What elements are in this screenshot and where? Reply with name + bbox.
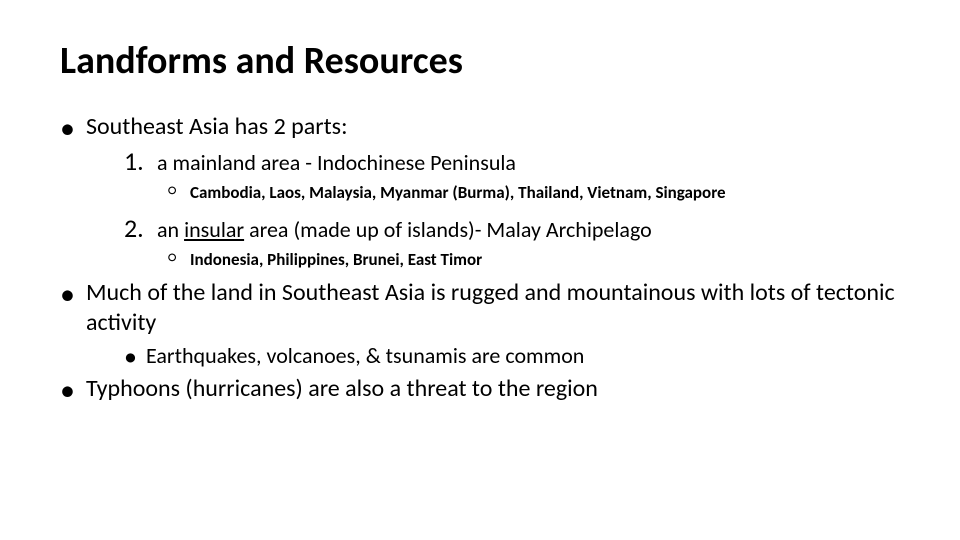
item-number: 2. bbox=[124, 211, 152, 246]
slide: Landforms and Resources Southeast Asia h… bbox=[0, 0, 960, 438]
item-text: a mainland area - Indochinese Peninsula bbox=[157, 149, 516, 176]
item-number: 1. bbox=[124, 144, 152, 179]
slide-title: Landforms and Resources bbox=[60, 38, 900, 84]
numbered-item: 1. a mainland area - Indochinese Peninsu… bbox=[124, 144, 900, 205]
circle-item: Indonesia, Philippines, Brunei, East Tim… bbox=[168, 248, 900, 272]
bullet-item: Typhoons (hurricanes) are also a threat … bbox=[60, 374, 900, 404]
bullet-item: Much of the land in Southeast Asia is ru… bbox=[60, 278, 900, 371]
numbered-item: 2. an insular area (made up of islands)-… bbox=[124, 211, 900, 272]
numbered-list: 1. a mainland area - Indochinese Peninsu… bbox=[124, 144, 900, 272]
circle-list: Cambodia, Laos, Malaysia, Myanmar (Burma… bbox=[168, 181, 900, 205]
sub-bullet-list: Earthquakes, volcanoes, & tsunamis are c… bbox=[124, 342, 900, 371]
bullet-text: Much of the land in Southeast Asia is ru… bbox=[86, 278, 895, 337]
bullet-text: Typhoons (hurricanes) are also a threat … bbox=[86, 374, 598, 403]
bullet-item: Southeast Asia has 2 parts: 1. a mainlan… bbox=[60, 112, 900, 272]
item-text: an insular area (made up of islands)- Ma… bbox=[157, 216, 652, 243]
underlined-text: insular bbox=[184, 216, 244, 243]
bullet-text: Southeast Asia has 2 parts: bbox=[86, 112, 348, 141]
circle-item: Cambodia, Laos, Malaysia, Myanmar (Burma… bbox=[168, 181, 900, 205]
bullet-list: Southeast Asia has 2 parts: 1. a mainlan… bbox=[60, 112, 900, 404]
circle-list: Indonesia, Philippines, Brunei, East Tim… bbox=[168, 248, 900, 272]
sub-bullet-item: Earthquakes, volcanoes, & tsunamis are c… bbox=[124, 342, 900, 371]
